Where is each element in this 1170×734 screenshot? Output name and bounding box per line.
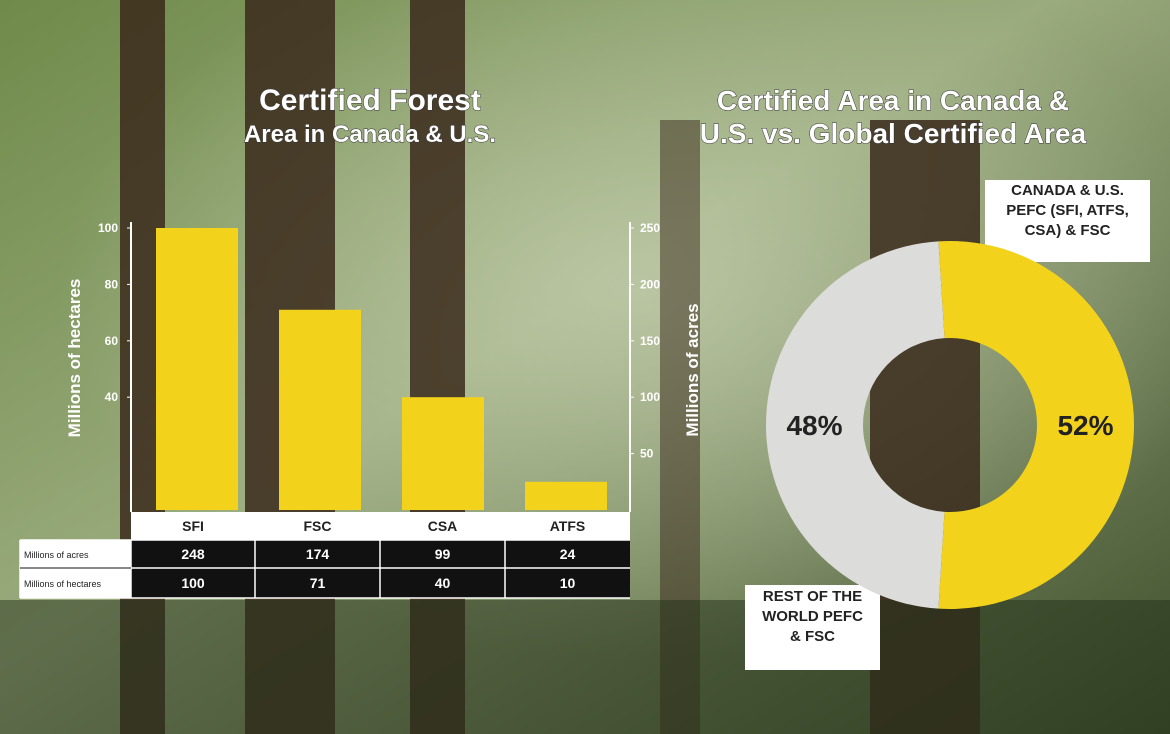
legend-label: REST OF THE WORLD PEFC & FSC <box>755 587 870 647</box>
y-tick-label: 40 <box>105 390 119 404</box>
y2-tick-label: 100 <box>640 390 660 404</box>
bar <box>279 310 361 510</box>
y2-tick-label: 50 <box>640 447 654 461</box>
bar <box>525 482 607 510</box>
y-tick-label: 60 <box>105 334 119 348</box>
bar <box>402 397 484 510</box>
ground <box>0 600 1170 734</box>
y2-tick-label: 250 <box>640 221 660 235</box>
chart-title: Certified Area in Canada & <box>717 85 1069 116</box>
table-cell: 99 <box>435 546 451 562</box>
x-tick-label: SFI <box>182 518 204 534</box>
x-tick-label: FSC <box>304 518 332 534</box>
table-cell: 248 <box>181 546 205 562</box>
page: Certified Forest Area in Canada & U.S. C… <box>0 0 1170 734</box>
chart: Certified Forest Area in Canada & U.S. C… <box>0 0 1170 734</box>
table-row-label: Millions of acres <box>24 550 89 560</box>
table-cell: 174 <box>306 546 330 562</box>
bar <box>156 228 238 510</box>
y2-axis-label: Millions of acres <box>683 303 702 436</box>
chart-title: Certified Forest <box>259 84 481 117</box>
value-label: 48% <box>786 410 842 441</box>
table-label-column <box>20 540 131 598</box>
table-cell: 10 <box>560 575 576 591</box>
legend-label: CANADA & U.S. PEFC (SFI, ATFS, CSA) & FS… <box>992 181 1143 241</box>
table-cell: 24 <box>560 546 576 562</box>
y-axis-label: Millions of hectares <box>65 279 84 438</box>
table-cell: 100 <box>181 575 205 591</box>
chart-title: U.S. vs. Global Certified Area <box>700 118 1087 149</box>
table-cell: 40 <box>435 575 451 591</box>
y-tick-label: 80 <box>105 277 119 291</box>
x-tick-label: CSA <box>428 518 458 534</box>
chart-subtitle: Area in Canada & U.S. <box>244 121 496 148</box>
y-tick-label: 100 <box>98 221 118 235</box>
x-tick-label: ATFS <box>550 518 586 534</box>
value-label: 52% <box>1057 410 1113 441</box>
y2-tick-label: 150 <box>640 334 660 348</box>
table-cell: 71 <box>310 575 326 591</box>
table-row-label: Millions of hectares <box>24 579 102 589</box>
y2-tick-label: 200 <box>640 277 660 291</box>
